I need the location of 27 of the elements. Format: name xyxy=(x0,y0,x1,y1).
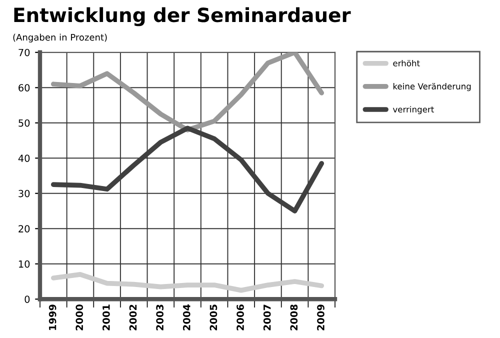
x-tick-label: 2008 xyxy=(290,304,298,330)
chart-title: Entwicklung der Seminardauer xyxy=(14,7,351,26)
x-tick-label: 2003 xyxy=(156,304,164,330)
y-tick-label: 70 xyxy=(18,48,30,56)
line-series xyxy=(50,126,324,214)
line-series xyxy=(50,272,324,293)
legend-label: keine Veränderung xyxy=(393,83,471,92)
y-tick-label: 10 xyxy=(18,260,30,268)
y-tick-label: 60 xyxy=(18,84,30,92)
x-tick-label: 2005 xyxy=(210,304,218,330)
x-tick-label: 2007 xyxy=(263,304,271,330)
x-tick-label: 2000 xyxy=(76,304,84,330)
y-tick-label: 20 xyxy=(18,225,30,232)
y-tick-label: 0 xyxy=(24,296,30,303)
x-tick-label: 2001 xyxy=(102,304,110,330)
x-tick-label: 2002 xyxy=(129,304,137,330)
legend-label: verringert xyxy=(392,106,434,114)
x-tick-label: 2004 xyxy=(182,304,190,330)
y-tick-label: 30 xyxy=(18,190,30,198)
y-tick-label: 50 xyxy=(18,119,30,127)
legend-label: erhöht xyxy=(393,60,420,66)
y-tick-label: 40 xyxy=(18,154,30,162)
x-tick-label: 2006 xyxy=(236,304,244,330)
x-tick-label: 1999 xyxy=(48,304,56,330)
line-series xyxy=(50,52,324,132)
x-tick-label: 2009 xyxy=(317,304,324,330)
chart-subtitle: (Angaben in Prozent) xyxy=(13,34,107,42)
